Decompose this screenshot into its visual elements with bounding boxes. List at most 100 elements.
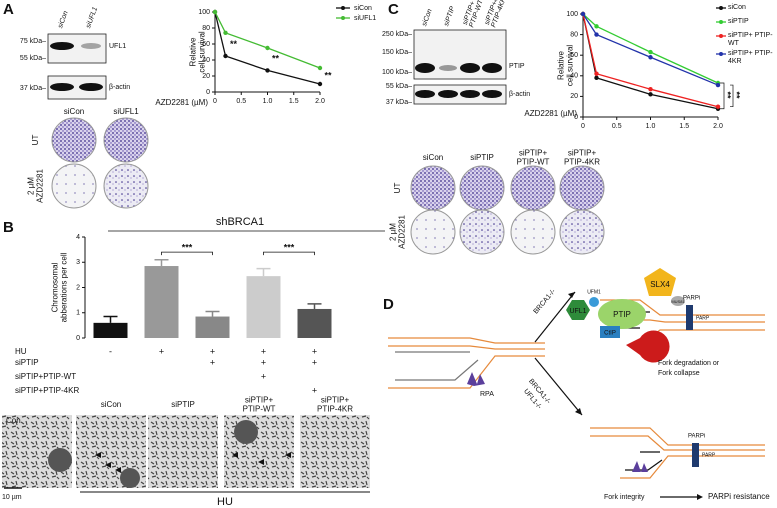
band <box>460 90 480 98</box>
arrowhead <box>95 452 101 458</box>
marker-label: 37 kDa– <box>20 85 46 92</box>
band <box>50 42 74 50</box>
parp-shape <box>686 305 693 330</box>
y-tick-label: 80 <box>570 31 578 38</box>
arrowhead <box>258 459 264 465</box>
chart-title: shBRCA1 <box>216 216 264 228</box>
significance-label: ** <box>230 39 238 49</box>
colony-column-label: siCon <box>423 153 443 162</box>
y-tick-label: 40 <box>570 73 578 80</box>
series-point <box>648 55 653 60</box>
error-bar <box>103 315 118 323</box>
slx4-label: SLX4 <box>650 280 670 289</box>
marker-label: 100 kDa– <box>382 69 412 76</box>
legend-label: siPTIP <box>728 18 749 25</box>
parpi-label: PARPi <box>688 434 705 440</box>
significance-label: ** <box>324 70 332 80</box>
parp-label: PARP <box>702 452 716 458</box>
parpi-label: PARPi <box>683 296 700 302</box>
mre11-shape <box>626 330 670 363</box>
series-point <box>594 75 599 81</box>
marker-label: 55 kDa– <box>20 55 46 62</box>
significance-bracket <box>263 251 315 256</box>
series-line <box>582 13 719 108</box>
bar <box>93 322 128 338</box>
image-label: siPTIP <box>171 400 195 409</box>
x-tick-label: 0.5 <box>612 123 622 130</box>
band-label: PTIP <box>509 63 525 70</box>
fork-diagram <box>388 291 765 500</box>
marker-label: 55 kDa– <box>386 83 412 90</box>
treatment-mark: + <box>312 385 317 395</box>
colony-plate <box>459 165 505 211</box>
band <box>50 83 74 91</box>
colony-column-label: PTIP-4KR <box>564 158 600 167</box>
blot-frame <box>47 75 107 100</box>
colony-column-label-group: siPTIP <box>470 153 494 162</box>
lane-label-group: siCon <box>421 8 434 27</box>
treatment-mark: + <box>312 346 317 356</box>
x-axis-title: AZD2281 (µM) <box>524 109 577 118</box>
band-label: UFL1 <box>109 43 126 50</box>
panel-label: A <box>3 1 14 18</box>
treatment-mark: + <box>210 346 215 356</box>
colony-row-label-group: 2 µM AZD2281 <box>27 169 45 203</box>
legend-label: siPTIP+ PTIP-WT <box>728 32 773 47</box>
mus81-shape <box>671 296 685 306</box>
marker-label: 250 kDa– <box>382 31 412 38</box>
colony-row-label: 2 µM <box>389 223 398 241</box>
legend-label: siUFL1 <box>354 15 376 22</box>
image-label: siCon <box>101 400 121 409</box>
colony-column-label: siPTIP+ <box>568 149 597 158</box>
band <box>81 43 101 49</box>
y-tick-label: 100 <box>566 11 578 18</box>
colony-plate <box>103 163 149 209</box>
y-tick-label: 0 <box>574 114 578 121</box>
colony-plate <box>410 209 456 255</box>
arrowhead <box>285 452 291 458</box>
colony-column-label: siPTIP+ <box>519 149 548 158</box>
treatment-mark: + <box>261 371 266 381</box>
series-point <box>715 82 721 88</box>
lane-label: siPTIP <box>443 5 457 27</box>
significance-bracket <box>720 82 734 110</box>
x-tick-label: 1.5 <box>289 98 299 105</box>
ufm1-label: UFM1 <box>587 289 601 295</box>
colony-plate <box>51 117 97 163</box>
colony-row-label: AZD2281 <box>36 169 45 203</box>
band <box>79 83 103 91</box>
band <box>482 90 502 98</box>
y-tick-label: 20 <box>570 93 578 100</box>
x-tick-label: 1.5 <box>679 123 689 130</box>
series-point <box>223 53 228 59</box>
nucleus <box>120 468 140 488</box>
series-line <box>582 13 719 86</box>
bar <box>144 266 179 338</box>
nucleus <box>234 420 258 444</box>
band <box>460 63 480 73</box>
legend-swatch <box>719 52 723 56</box>
marker-label: 150 kDa– <box>382 49 412 56</box>
ufm1-shape <box>589 297 599 307</box>
series-point <box>594 32 599 37</box>
colony-plate <box>510 165 556 211</box>
x-axis-title: AZD2281 (µM) <box>155 98 208 107</box>
error-bar <box>154 258 169 267</box>
treatment-label: HU <box>15 347 27 356</box>
treatment-label: siPTIP <box>15 358 39 367</box>
colony-column-label: siCon <box>64 107 84 116</box>
y-axis-title: Relative <box>189 37 198 66</box>
y-tick-label: 3 <box>76 259 80 266</box>
x-tick-label: 0 <box>581 123 585 130</box>
rpa-shape <box>632 461 648 472</box>
marker-label: 37 kDa– <box>386 99 412 106</box>
y-axis-title: Chromosomal <box>51 262 60 312</box>
series-point <box>648 49 653 55</box>
legend-label: siCon <box>728 4 746 11</box>
mre11-label: MRE11 <box>618 353 635 359</box>
colony-plate <box>410 165 456 211</box>
significance-label: *** <box>182 243 193 253</box>
band-label: β-actin <box>509 91 530 98</box>
y-axis-title: Relative <box>557 51 566 80</box>
